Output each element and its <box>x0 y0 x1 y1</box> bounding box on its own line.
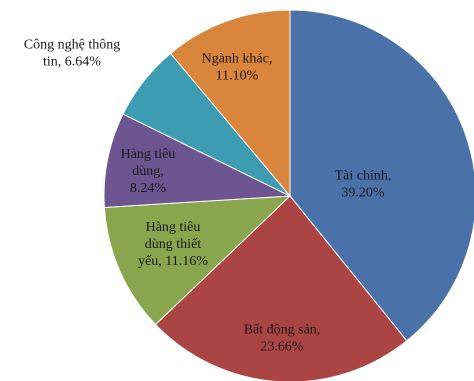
slice-label-3: Hàng tiêu dùng, 8.24% <box>121 147 176 196</box>
slice-label-line: 39.20% <box>341 186 385 201</box>
slice-label-line: Bất động sản, <box>244 323 321 338</box>
slice-label-line: Ngành khác, <box>202 52 273 67</box>
slice-label-5: Ngành khác, 11.10% <box>202 52 273 84</box>
slice-label-line: dùng, <box>132 164 164 179</box>
slice-label-line: dùng thiết <box>145 237 201 252</box>
slice-label-line: Hàng tiêu <box>121 147 176 162</box>
pie-labels: Tài chính, 39.20% Bất động sản, 23.66% Hàng … <box>24 38 392 355</box>
slice-label-line: 23.66% <box>260 340 304 355</box>
slice-label-1: Bất động sản, 23.66% <box>244 323 321 355</box>
slice-label-line: Công nghệ thông <box>24 38 120 53</box>
slice-label-line: Tài chính, <box>335 169 392 184</box>
slice-label-line: 8.24% <box>130 181 167 196</box>
slice-label-0: Tài chính, 39.20% <box>335 169 392 201</box>
pie-slice-5 <box>169 9 291 198</box>
slice-label-line: yếu, 11.16% <box>138 254 208 269</box>
slice-label-line: 11.10% <box>216 69 259 84</box>
slice-label-line: Hàng tiêu <box>146 220 201 235</box>
pie-slice-0 <box>289 9 474 342</box>
slice-label-line: tin, 6.64% <box>43 55 101 70</box>
pie-slice-1 <box>154 195 408 381</box>
slice-label-4: Công nghệ thông tin, 6.64% <box>24 38 120 70</box>
slice-label-2: Hàng tiêu dùng thiết yếu, 11.16% <box>138 220 208 269</box>
pie-slices <box>103 9 474 381</box>
pie-slice-3 <box>103 113 292 208</box>
pie-slice-2 <box>103 195 292 326</box>
